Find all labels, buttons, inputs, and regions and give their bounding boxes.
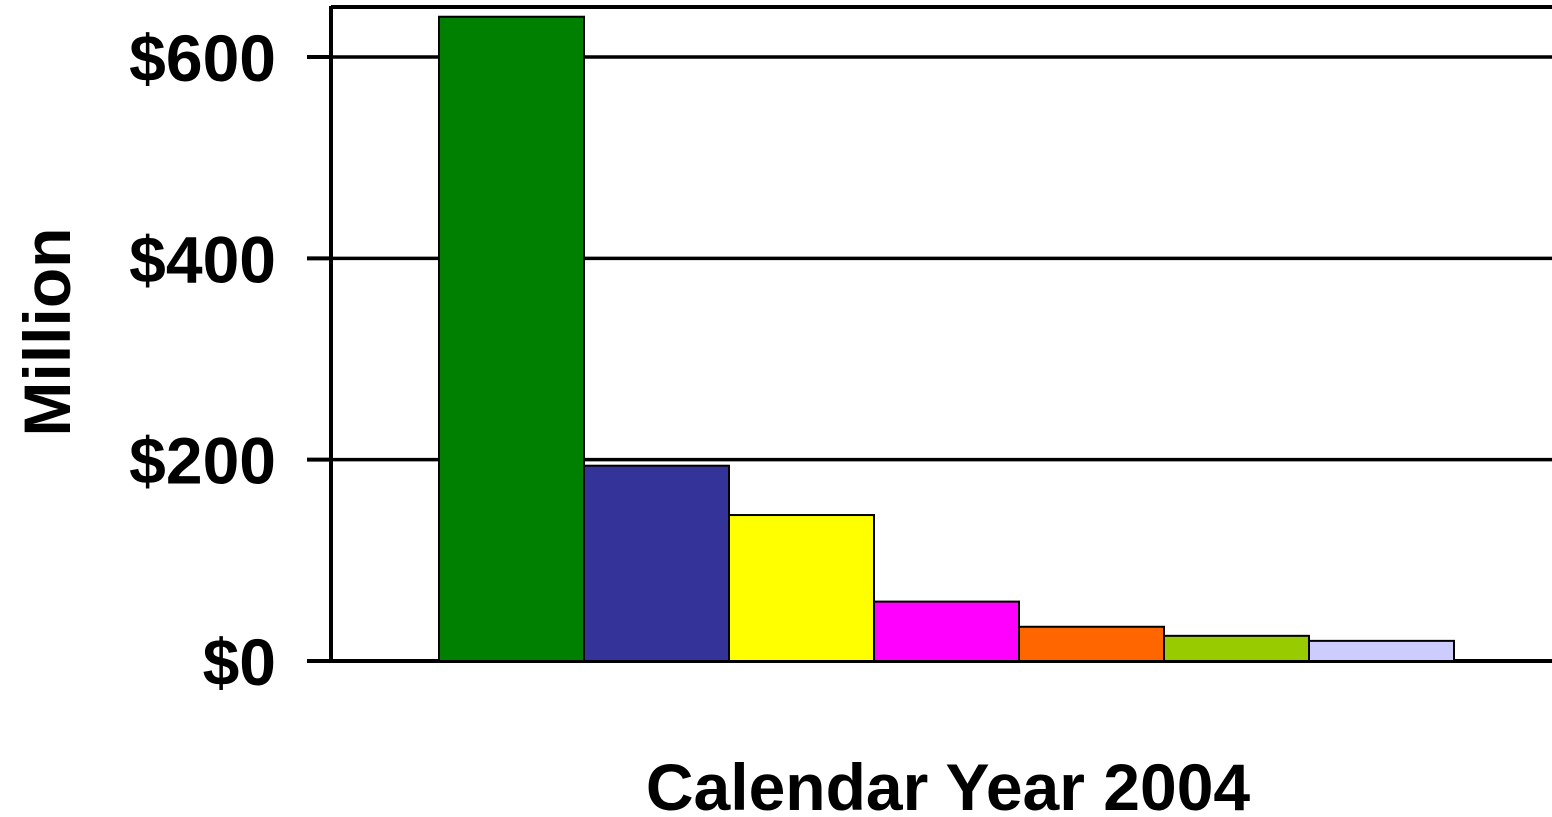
y-tick-label: $200 [129, 424, 276, 498]
bar-2 [583, 464, 730, 662]
bar-5 [1018, 625, 1165, 662]
bar-1 [438, 15, 585, 662]
y-axis-title: Million [10, 228, 84, 437]
y-tick-label: $600 [129, 21, 276, 95]
bars [438, 15, 1455, 663]
bar-3 [728, 514, 875, 662]
bar-7 [1308, 639, 1455, 662]
bar-4 [873, 600, 1020, 663]
y-ticks: $0 $200 $400 $600 [129, 21, 331, 699]
y-tick-label: $400 [129, 222, 276, 296]
bar-6 [1163, 634, 1310, 662]
y-tick-label: $0 [203, 625, 276, 699]
axes [329, 5, 1552, 661]
x-axis-title: Calendar Year 2004 [646, 750, 1251, 817]
